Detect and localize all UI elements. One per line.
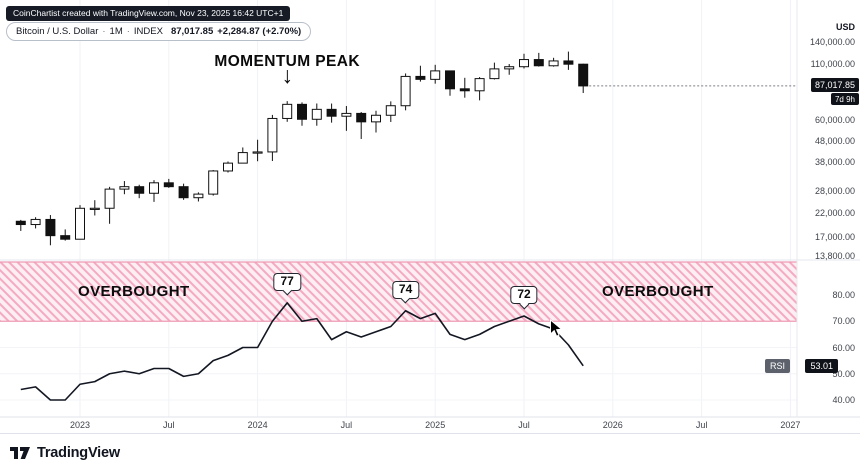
currency-label: USD — [835, 22, 855, 32]
candle-countdown-badge: 7d 9h — [830, 93, 859, 105]
overbought-label-right: OVERBOUGHT — [602, 283, 714, 300]
last-price-badge: 87,017.85 — [810, 78, 859, 92]
rsi-peak-badge: 77 — [273, 272, 301, 296]
tradingview-brand-text[interactable]: TradingView — [37, 445, 120, 461]
exchange-label: INDEX — [133, 26, 163, 37]
candles-layer — [15, 51, 589, 246]
separator-dot: · — [102, 26, 106, 37]
down-arrow-annotation-icon: ↓ — [281, 62, 293, 88]
mouse-cursor-icon — [549, 318, 563, 339]
interval-label: 1M — [109, 26, 123, 37]
pill-last-price: 87,017.85 — [170, 26, 214, 37]
rsi-peak-badge: 72 — [510, 286, 538, 309]
footer-bar: TradingView — [0, 433, 860, 472]
last-price-badge-group: 87,017.85 7d 9h — [810, 78, 859, 105]
rsi-indicator-chip: RSI — [764, 359, 790, 373]
attribution-badge: CoinChartist created with TradingView.co… — [6, 6, 291, 21]
separator-dot: · — [126, 26, 130, 37]
rsi-value-badge: 53.01 — [805, 359, 838, 373]
symbol-name: Bitcoin / U.S. Dollar — [16, 26, 99, 37]
symbol-info-pill[interactable]: Bitcoin / U.S. Dollar · 1M · INDEX 87,01… — [6, 22, 312, 41]
pill-price-change: +2,284.87 (+2.70%) — [217, 26, 302, 37]
momentum-peak-annotation: MOMENTUM PEAK — [214, 53, 360, 70]
tradingview-logo-icon[interactable] — [9, 444, 31, 462]
overbought-label-left: OVERBOUGHT — [78, 283, 190, 300]
rsi-peak-badge: 74 — [391, 280, 420, 304]
chart-canvas[interactable] — [0, 0, 860, 432]
rsi-line — [20, 302, 584, 401]
